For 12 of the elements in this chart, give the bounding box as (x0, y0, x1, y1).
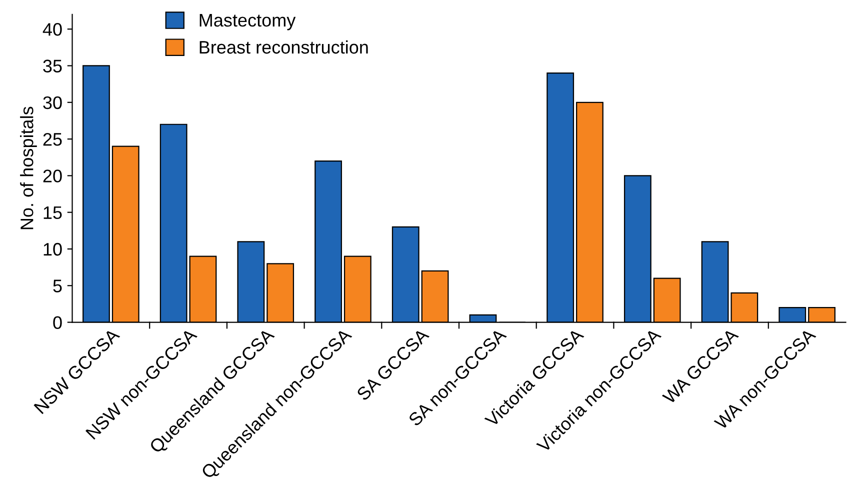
y-axis-title: No. of hospitals (20, 106, 37, 230)
legend-label: Mastectomy (200, 14, 296, 30)
y-tick-label: 15 (44, 206, 62, 220)
y-tick-label: 35 (43, 60, 62, 72)
legend-label: Breast reconstruction (200, 40, 368, 54)
y-tick-label: 20 (43, 170, 62, 182)
y-tick-label: 10 (44, 242, 62, 256)
y-tick-label: 5 (53, 280, 62, 292)
y-tick-label: 30 (43, 96, 62, 110)
y-tick-label: 0 (53, 316, 62, 329)
y-tick-label: 40 (42, 23, 62, 36)
y-tick-label: 25 (43, 132, 62, 146)
